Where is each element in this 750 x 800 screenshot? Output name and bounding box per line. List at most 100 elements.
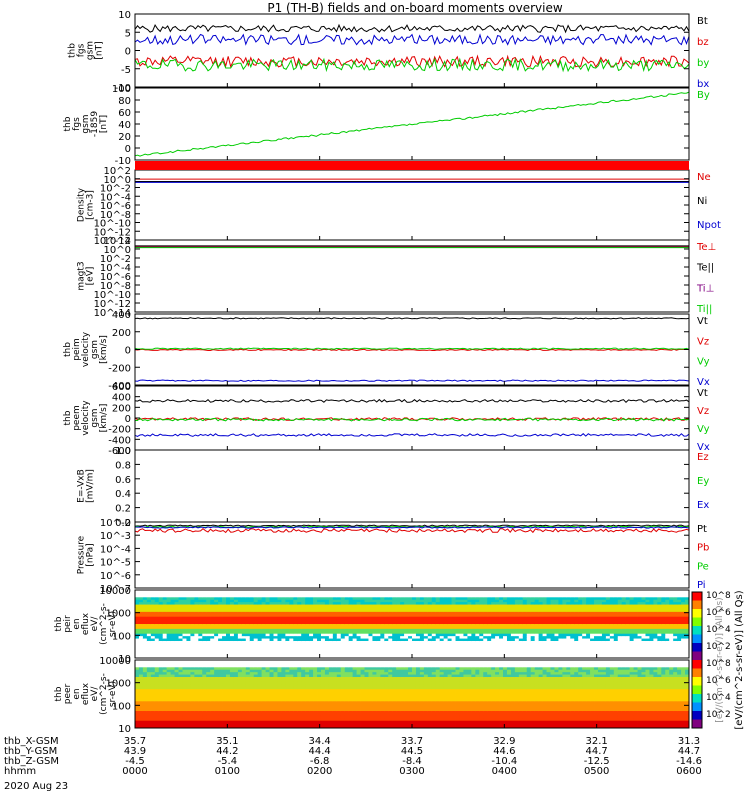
- spectrogram-cell: [257, 597, 263, 601]
- spectrogram-cell: [629, 616, 634, 620]
- spectrogram-cell: [182, 672, 187, 675]
- spectrogram-cell: [554, 655, 559, 659]
- spectrogram-cell: [324, 645, 330, 649]
- spectrogram-cell: [206, 679, 211, 683]
- spectrogram-cell: [645, 633, 650, 637]
- spectrogram-cell: [475, 641, 480, 644]
- spectrogram-cell: [166, 711, 172, 714]
- spectrogram-cell: [194, 619, 199, 622]
- spectrogram-cell: [186, 701, 191, 705]
- spectrogram-cell: [198, 713, 203, 717]
- spectrogram-cell: [249, 599, 255, 603]
- spectrogram-cell: [625, 641, 631, 644]
- spectrogram-cell: [483, 594, 488, 598]
- spectrogram-cell: [166, 701, 172, 705]
- spectrogram-cell: [570, 650, 575, 654]
- spectrogram-cell: [297, 633, 302, 637]
- spectrogram-cell: [348, 628, 354, 632]
- spectrogram-cell: [336, 653, 342, 656]
- spectrogram-cell: [186, 725, 191, 729]
- spectrogram-cell: [625, 645, 631, 649]
- spectrogram-cell: [206, 725, 211, 729]
- spectrogram-cell: [320, 653, 326, 656]
- spectrogram-cell: [447, 636, 452, 639]
- spectrogram-cell: [364, 636, 369, 639]
- spectrogram-cell: [443, 655, 449, 659]
- spectrogram-cell: [182, 628, 187, 632]
- spectrogram-cell: [170, 643, 175, 647]
- spectrogram-cell: [491, 653, 496, 656]
- spectrogram-cell: [241, 597, 247, 601]
- spectrogram-cell: [463, 626, 468, 630]
- spectrogram-cell: [558, 621, 563, 625]
- spectrogram-cell: [566, 653, 571, 656]
- spectrogram-cell: [665, 650, 670, 654]
- spectrogram-cell: [447, 655, 452, 659]
- spectrogram-cell: [431, 616, 437, 620]
- spectrogram-cell: [210, 694, 215, 697]
- spectrogram-cell: [324, 636, 330, 639]
- spectrogram-cell: [158, 631, 164, 635]
- spectrogram-cell: [384, 631, 389, 635]
- spectrogram-cell: [285, 650, 290, 654]
- spectrogram-cell: [150, 691, 156, 695]
- spectrogram-cell: [222, 631, 227, 635]
- spectrogram-cell: [170, 655, 175, 659]
- spectrogram-cell: [170, 660, 175, 663]
- spectrogram-cell: [681, 626, 686, 630]
- spectrogram-cell: [178, 681, 183, 685]
- spectrogram-cell: [566, 616, 571, 620]
- spectrogram-cell: [190, 706, 195, 709]
- spectrogram-cell: [641, 604, 646, 608]
- spectrogram-cell: [344, 628, 350, 632]
- spectrogram-cell: [245, 628, 251, 632]
- spectrogram-cell: [301, 643, 306, 647]
- spectrogram-cell: [249, 607, 255, 610]
- spectrogram-cell: [328, 614, 334, 618]
- spectrogram-cell: [360, 602, 365, 605]
- spectrogram-cell: [633, 611, 638, 615]
- spectrogram-cell: [154, 599, 160, 603]
- spectrogram-cell: [621, 621, 627, 625]
- spectrogram-cell: [150, 619, 156, 622]
- spectrogram-cell: [222, 723, 227, 726]
- spectrogram-cell: [135, 645, 140, 649]
- spectrogram-cell: [265, 594, 270, 598]
- y-axis-label: [nPa]: [86, 543, 96, 566]
- spectrogram-cell: [597, 624, 603, 627]
- spectrogram-cell: [142, 725, 148, 729]
- spectrogram-cell: [601, 636, 607, 639]
- spectrogram-cell: [218, 677, 223, 680]
- spectrogram-cell: [313, 643, 318, 647]
- spectrogram-cell: [249, 616, 255, 620]
- spectrogram-cell: [206, 616, 211, 620]
- spectrogram-cell: [178, 655, 183, 659]
- spectrogram-cell: [206, 619, 211, 622]
- spectrogram-cell: [138, 611, 144, 615]
- spectrogram-cell: [526, 628, 532, 632]
- spectrogram-cell: [182, 636, 187, 639]
- spectrogram-cell: [202, 650, 207, 654]
- spectrogram-cell: [483, 609, 488, 613]
- spectrogram-cell: [206, 677, 211, 680]
- spectrogram-cell: [324, 631, 330, 635]
- spectrogram-cell: [174, 604, 179, 608]
- spectrogram-cell: [669, 590, 674, 593]
- spectrogram-cell: [435, 604, 441, 608]
- spectrogram-cell: [400, 616, 405, 620]
- spectrogram-cell: [455, 641, 460, 644]
- spectrogram-cell: [597, 638, 603, 642]
- spectrogram-cell: [578, 592, 583, 596]
- spectrogram-cell: [582, 653, 587, 656]
- spectrogram-cell: [146, 708, 152, 712]
- spectrogram-cell: [609, 621, 615, 625]
- spectrogram-cell: [609, 650, 615, 654]
- spectrogram-cell: [645, 636, 650, 639]
- spectrogram-cell: [324, 607, 330, 610]
- spectrogram-cell: [503, 599, 508, 603]
- spectrogram-cell: [609, 645, 615, 649]
- spectrogram-cell: [613, 653, 619, 656]
- spectrogram-cell: [491, 628, 496, 632]
- spectrogram-cell: [625, 611, 631, 615]
- spectrogram-cell: [570, 655, 575, 659]
